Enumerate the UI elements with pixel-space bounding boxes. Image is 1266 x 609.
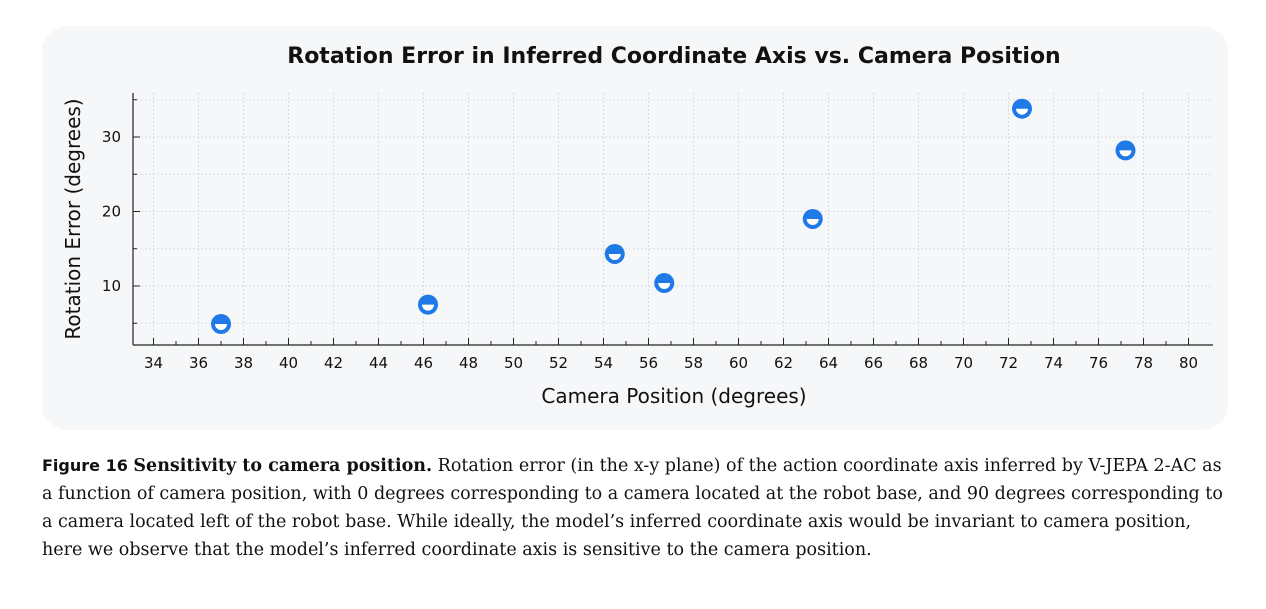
figure-title: Sensitivity to camera position. <box>133 456 433 476</box>
x-tick-label: 80 <box>1179 354 1198 372</box>
y-tick-label: 20 <box>102 203 121 221</box>
x-tick-label: 48 <box>459 354 478 372</box>
x-tick-label: 56 <box>639 354 658 372</box>
figure-number: Figure 16 <box>42 456 128 475</box>
x-tick-label: 58 <box>684 354 703 372</box>
y-axis-label: Rotation Error (degrees) <box>61 98 85 339</box>
x-tick-label: 68 <box>909 354 928 372</box>
data-point <box>604 243 625 264</box>
x-tick-label: 38 <box>234 354 253 372</box>
data-point-highlight <box>608 253 621 260</box>
chart-title: Rotation Error in Inferred Coordinate Ax… <box>287 44 1060 69</box>
x-tick-label: 66 <box>864 354 883 372</box>
x-tick-label: 78 <box>1134 354 1153 372</box>
data-point-highlight <box>806 218 819 225</box>
x-tick-label: 54 <box>594 354 613 372</box>
x-tick-label: 52 <box>549 354 568 372</box>
x-tick-label: 76 <box>1089 354 1108 372</box>
x-tick-label: 42 <box>324 354 343 372</box>
x-tick-label: 44 <box>369 354 388 372</box>
data-point <box>1115 140 1136 161</box>
grid <box>133 93 1213 345</box>
y-tick-label: 30 <box>102 128 121 146</box>
x-tick-label: 46 <box>414 354 433 372</box>
ticks: 34 36 38 40 42 44 46 48 50 52 54 56 58 60 62 64 66 68 70 72… <box>102 99 1198 372</box>
figure-text: Rotation error (in the x-y plane) of the… <box>42 456 1223 560</box>
data-point-highlight <box>1119 150 1132 157</box>
data-point-highlight <box>215 323 227 330</box>
x-tick-label: 74 <box>1044 354 1063 372</box>
x-tick-label: 70 <box>954 354 973 372</box>
x-tick-label: 62 <box>774 354 793 372</box>
data-point <box>211 313 231 334</box>
x-tick-label: 34 <box>144 354 163 372</box>
x-tick-label: 60 <box>729 354 748 372</box>
scatter-chart: Rotation Error in Inferred Coordinate Ax… <box>61 44 1213 408</box>
data-point-highlight <box>1016 108 1028 115</box>
data-point <box>802 208 823 229</box>
data-point <box>654 273 675 294</box>
data-point-highlight <box>658 283 671 290</box>
figure-caption: Figure 16 Sensitivity to camera position… <box>42 452 1232 564</box>
x-tick-label: 40 <box>279 354 298 372</box>
points <box>211 98 1136 334</box>
chart-panel <box>42 26 1228 430</box>
x-axis-label: Camera Position (degrees) <box>541 384 806 408</box>
axes <box>132 93 1213 346</box>
data-point-highlight <box>422 304 434 311</box>
x-tick-label: 36 <box>189 354 208 372</box>
data-point <box>418 294 438 315</box>
data-point <box>1012 98 1032 119</box>
y-tick-label: 10 <box>102 277 121 295</box>
x-tick-label: 72 <box>999 354 1018 372</box>
x-tick-label: 50 <box>504 354 523 372</box>
x-tick-label: 64 <box>819 354 838 372</box>
